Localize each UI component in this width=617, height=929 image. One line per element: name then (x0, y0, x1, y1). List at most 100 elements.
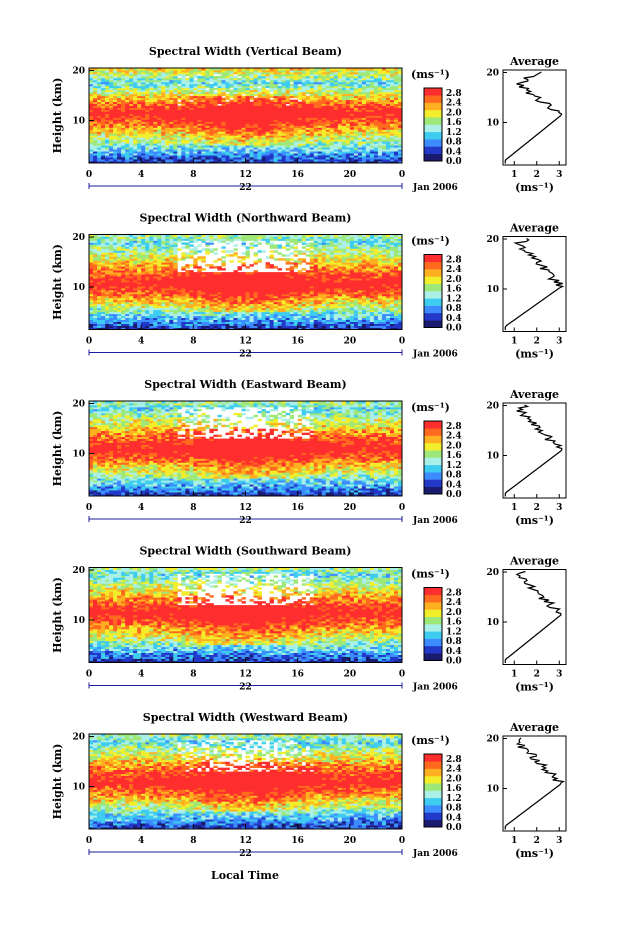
heatmap-cell (249, 123, 254, 126)
heatmap-cell (357, 81, 363, 85)
heatmap-cell (337, 157, 343, 160)
heatmap-cell (329, 85, 335, 89)
heatmap-cell (305, 315, 311, 319)
heatmap-cell (157, 111, 162, 114)
heatmap-cell (181, 93, 186, 97)
heatmap-cell (369, 117, 375, 120)
heatmap-cell (209, 91, 214, 95)
heatmap-cell (113, 113, 118, 116)
heatmap-cell (353, 147, 359, 150)
heatmap-cell (269, 299, 274, 303)
heatmap-cell (129, 85, 134, 89)
x-tick-label: 0 (399, 170, 405, 180)
heatmap-cell (89, 133, 94, 136)
heatmap-cell (313, 73, 319, 77)
heatmap-cell (117, 89, 122, 93)
heatmap-cell (137, 109, 142, 112)
heatmap-cell (265, 113, 270, 116)
heatmap-cell (213, 303, 218, 307)
heatmap-cell (393, 313, 399, 317)
heatmap-cell (201, 323, 206, 326)
heatmap-cell (229, 307, 234, 311)
heatmap-cell (129, 97, 134, 101)
heatmap-cell (281, 107, 287, 110)
heatmap-cell (321, 87, 327, 91)
heatmap-cell (281, 145, 287, 148)
heatmap-cell (233, 99, 238, 103)
heatmap-cell (321, 299, 327, 303)
heatmap-cell (353, 87, 359, 91)
heatmap-cell (189, 97, 194, 101)
heatmap-cell (125, 107, 130, 110)
heatmap-cell (237, 317, 242, 321)
heatmap-cell (313, 71, 319, 75)
heatmap-cell (241, 133, 246, 136)
heatmap-cell (185, 101, 190, 105)
heatmap-cell (301, 155, 307, 158)
heatmap-cell (333, 103, 339, 107)
heatmap-cell (137, 151, 142, 154)
heatmap-cell (369, 311, 375, 315)
heatmap-cell (329, 99, 335, 103)
heatmap-cell (101, 75, 106, 79)
heatmap-cell (309, 73, 315, 77)
heatmap-cell (173, 123, 178, 126)
heatmap-cell (157, 139, 162, 142)
heatmap-cell (237, 113, 242, 116)
heatmap-cell (113, 159, 118, 162)
heatmap-cell (229, 91, 234, 95)
heatmap-cell (197, 143, 202, 146)
heatmap-cell (333, 129, 339, 132)
heatmap-cell (209, 315, 214, 319)
heatmap-cell (377, 153, 383, 156)
heatmap-cell (277, 323, 283, 326)
heatmap-cell (385, 323, 391, 326)
heatmap-cell (181, 107, 186, 110)
heatmap-cell (285, 301, 291, 305)
heatmap-cell (293, 135, 299, 138)
heatmap-cell (165, 129, 170, 132)
heatmap-cell (301, 125, 307, 128)
heatmap-cell (353, 305, 359, 309)
heatmap-cell (329, 139, 335, 142)
heatmap-cell (277, 299, 283, 303)
heatmap-cell (353, 137, 359, 140)
colorbar-segment (424, 117, 442, 125)
heatmap-cell (337, 155, 343, 158)
heatmap-cell (229, 153, 234, 156)
heatmap-cell (89, 79, 94, 83)
heatmap-cell (285, 105, 291, 108)
heatmap-cell (253, 77, 258, 81)
heatmap-cell (205, 125, 210, 128)
heatmap-cell (213, 133, 218, 136)
heatmap-cell (365, 97, 371, 101)
heatmap-cell (149, 139, 154, 142)
heatmap-cell (229, 157, 234, 160)
heatmap-cell (269, 75, 274, 79)
heatmap-cell (241, 123, 246, 126)
heatmap-cell (249, 153, 254, 156)
heatmap-cell (257, 105, 262, 108)
heatmap-cell (353, 99, 359, 103)
heatmap-cell (249, 161, 254, 164)
heatmap-cell (185, 109, 190, 112)
heatmap-cell (265, 83, 270, 87)
heatmap-cell (209, 115, 214, 118)
heatmap-cell (113, 85, 118, 89)
heatmap-cell (293, 317, 299, 321)
heatmap-cell (337, 313, 343, 317)
heatmap-cell (249, 101, 254, 105)
heatmap-cell (317, 101, 323, 105)
heatmap-cell (261, 103, 266, 107)
heatmap-cell (117, 133, 122, 136)
heatmap-cell (145, 127, 150, 130)
heatmap-cell (285, 75, 291, 79)
heatmap-cell (105, 125, 110, 128)
heatmap-cell (341, 121, 347, 124)
heatmap-cell (201, 85, 206, 89)
heatmap-cell (221, 161, 226, 164)
heatmap-cell (153, 313, 158, 317)
heatmap-cell (129, 77, 134, 81)
heatmap-cell (245, 81, 250, 85)
heatmap-cell (381, 105, 387, 108)
